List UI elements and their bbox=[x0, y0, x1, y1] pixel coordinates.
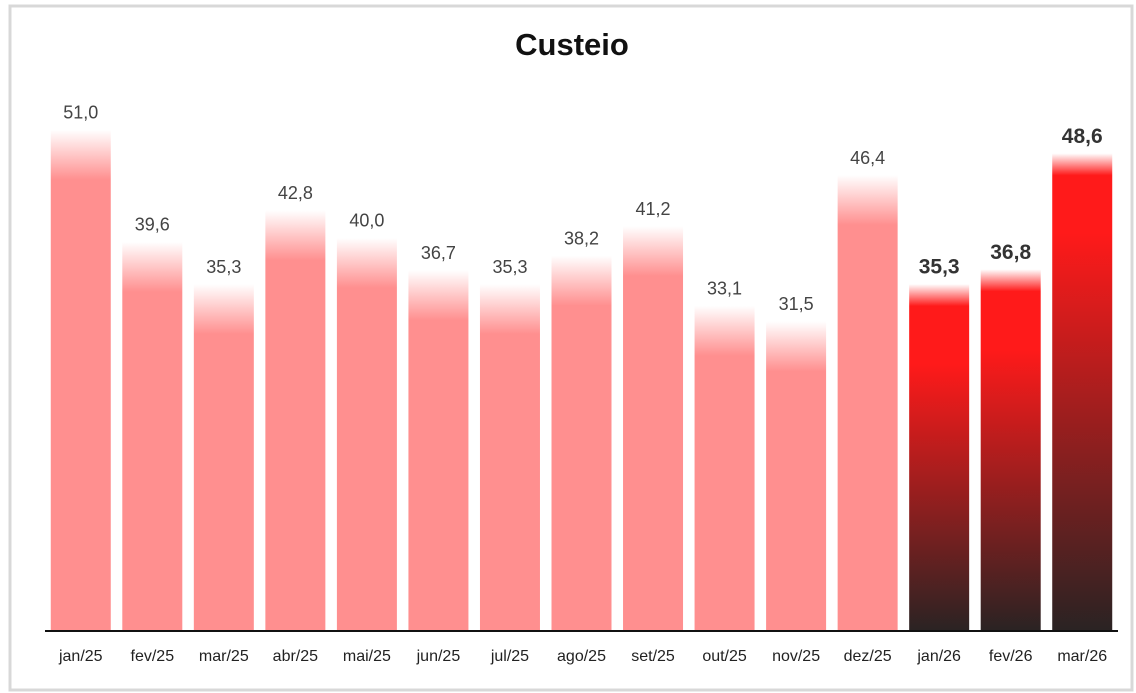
bar bbox=[1052, 153, 1113, 631]
chart-title: Custeio bbox=[515, 27, 629, 62]
x-tick-label: fev/25 bbox=[131, 648, 175, 665]
bar bbox=[551, 255, 612, 631]
bar bbox=[980, 269, 1041, 631]
bar bbox=[50, 129, 111, 632]
x-tick-label: jun/25 bbox=[416, 648, 461, 665]
value-label: 42,8 bbox=[278, 183, 313, 203]
x-tick-label: mai/25 bbox=[343, 648, 391, 665]
value-label: 35,3 bbox=[206, 257, 241, 277]
value-label: 36,8 bbox=[990, 241, 1031, 264]
x-tick-label: abr/25 bbox=[273, 648, 318, 665]
x-tick-label: jan/25 bbox=[58, 648, 103, 665]
bar bbox=[766, 321, 827, 631]
x-tick-label: jan/26 bbox=[916, 648, 961, 665]
value-label: 31,5 bbox=[779, 294, 814, 314]
value-label: 33,1 bbox=[707, 278, 742, 298]
bar bbox=[694, 305, 755, 631]
bar bbox=[909, 284, 970, 631]
x-tick-label: set/25 bbox=[631, 648, 675, 665]
value-label: 51,0 bbox=[63, 103, 98, 123]
x-tick-label: fev/26 bbox=[989, 648, 1033, 665]
bar bbox=[193, 284, 254, 631]
value-label: 40,0 bbox=[349, 211, 384, 231]
value-label: 35,3 bbox=[919, 256, 960, 279]
x-tick-label: nov/25 bbox=[772, 648, 820, 665]
x-tick-label: ago/25 bbox=[557, 648, 606, 665]
value-label: 35,3 bbox=[492, 257, 527, 277]
value-label: 36,7 bbox=[421, 243, 456, 263]
x-tick-label: mar/26 bbox=[1057, 648, 1107, 665]
bar bbox=[408, 270, 469, 631]
bar bbox=[122, 241, 183, 632]
x-tick-label: jul/25 bbox=[490, 648, 529, 665]
bar bbox=[623, 226, 684, 631]
bar bbox=[837, 175, 898, 631]
value-label: 48,6 bbox=[1062, 125, 1103, 148]
x-tick-label: out/25 bbox=[702, 648, 747, 665]
value-label: 46,4 bbox=[850, 148, 885, 168]
x-tick-label: dez/25 bbox=[844, 648, 892, 665]
x-tick-label: mar/25 bbox=[199, 648, 249, 665]
value-label: 39,6 bbox=[135, 215, 170, 235]
bar bbox=[479, 284, 540, 631]
bar bbox=[336, 237, 397, 631]
value-label: 41,2 bbox=[636, 199, 671, 219]
value-label: 38,2 bbox=[564, 228, 599, 248]
bar bbox=[265, 210, 326, 631]
